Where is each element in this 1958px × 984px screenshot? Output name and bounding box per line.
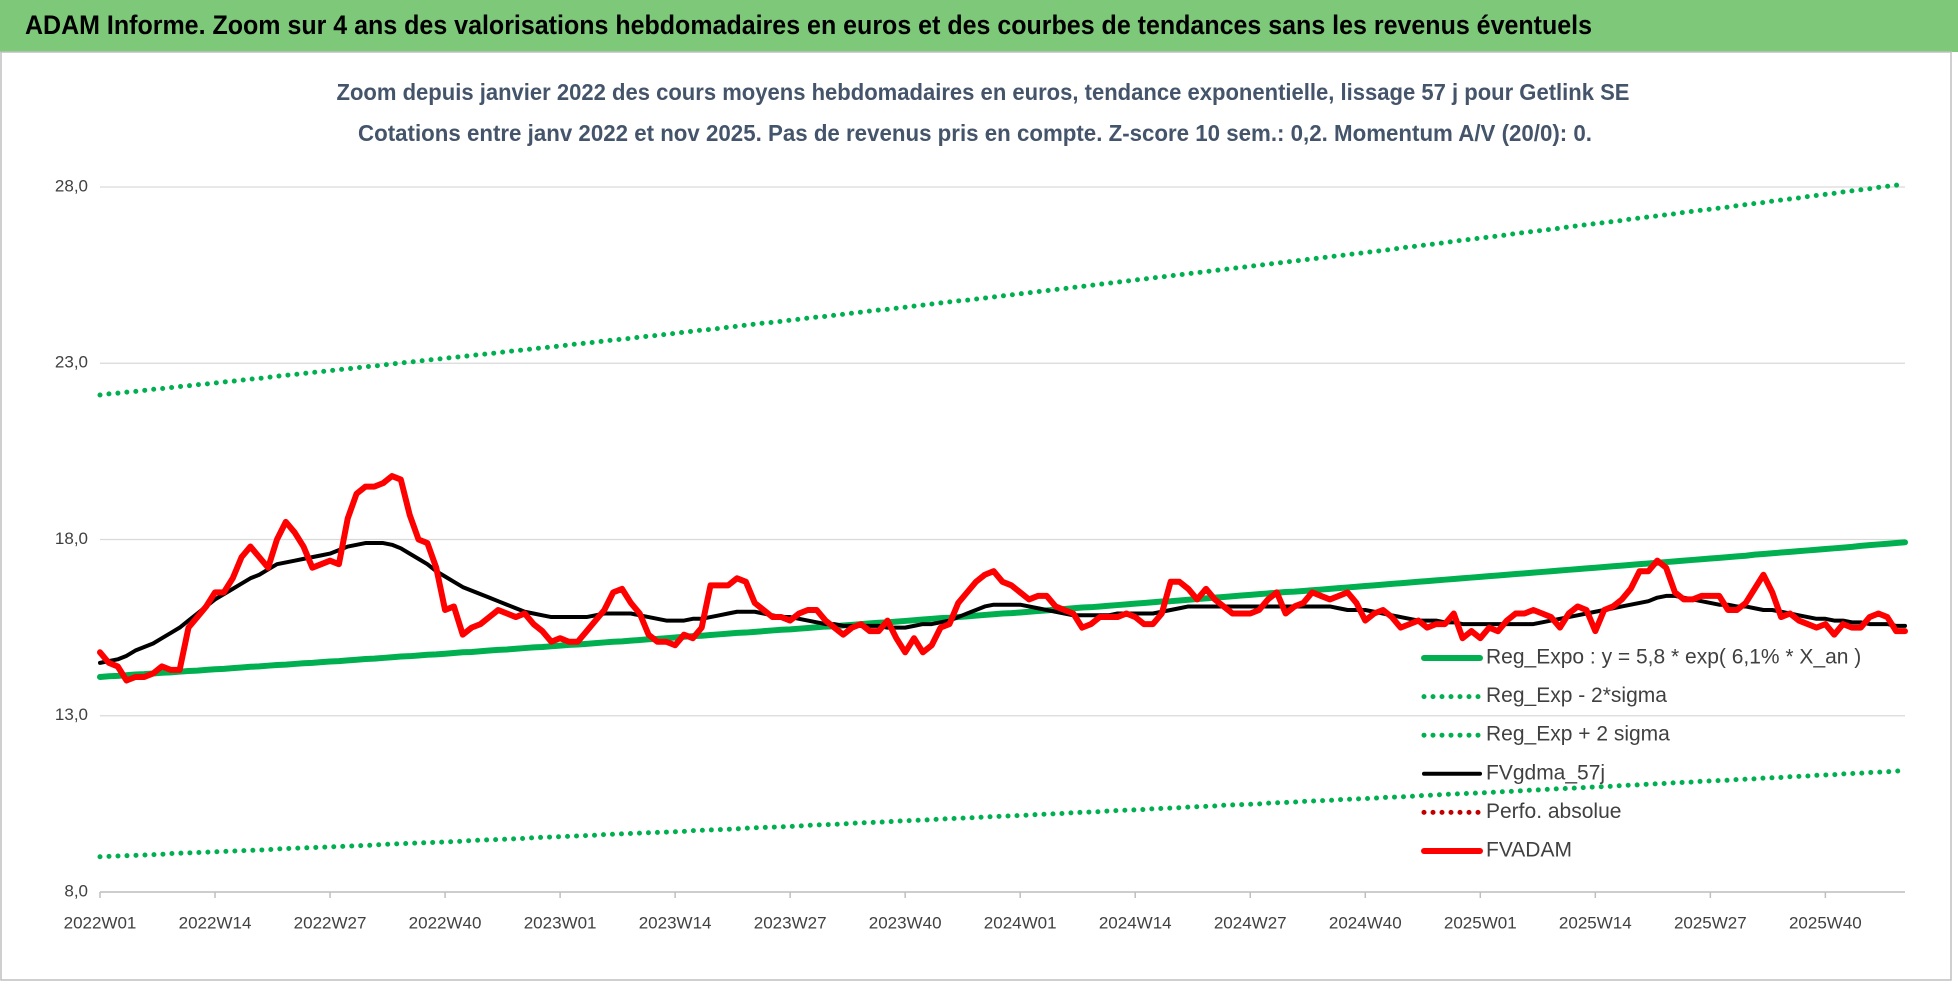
x-tick-label: 2025W01 — [1444, 913, 1517, 932]
legend-label: Reg_Exp - 2*sigma — [1486, 684, 1667, 707]
chart-subtitle: Cotations entre janv 2022 et nov 2025. P… — [358, 120, 1592, 146]
x-tick-label: 2025W40 — [1789, 913, 1862, 932]
y-tick-label: 28,0 — [55, 176, 88, 195]
y-tick-label: 18,0 — [55, 529, 88, 548]
x-tick-label: 2024W40 — [1329, 913, 1402, 932]
series-line — [97, 539, 1908, 680]
x-tick-label: 2022W27 — [294, 913, 367, 932]
x-tick-label: 2023W14 — [639, 913, 712, 932]
y-tick-label: 8,0 — [64, 881, 88, 900]
legend-label: Reg_Exp + 2 sigma — [1486, 723, 1670, 746]
legend-label: FVgdma_57j — [1486, 761, 1605, 784]
x-tick-label: 2023W40 — [869, 913, 942, 932]
x-tick-label: 2023W01 — [524, 913, 597, 932]
legend-label: Perfo. absolue — [1486, 800, 1621, 823]
x-tick-label: 2024W27 — [1214, 913, 1287, 932]
header-band — [0, 0, 1958, 52]
x-tick-label: 2022W40 — [409, 913, 482, 932]
y-tick-label: 23,0 — [55, 353, 88, 372]
legend-label: FVADAM — [1486, 839, 1572, 862]
series-line — [97, 181, 1908, 398]
series-line — [97, 473, 1908, 684]
x-tick-label: 2025W14 — [1559, 913, 1632, 932]
x-tick-label: 2024W14 — [1099, 913, 1172, 932]
y-tick-label: 13,0 — [55, 705, 88, 724]
x-tick-label: 2022W01 — [64, 913, 137, 932]
header-title: ADAM Informe. Zoom sur 4 ans des valoris… — [25, 10, 1592, 40]
x-tick-label: 2024W01 — [984, 913, 1057, 932]
x-tick-label: 2023W27 — [754, 913, 827, 932]
chart-title: Zoom depuis janvier 2022 des cours moyen… — [337, 79, 1630, 105]
legend-label: Reg_Expo : y = 5,8 * exp( 6,1% * X_an ) — [1486, 646, 1861, 669]
x-tick-label: 2022W14 — [179, 913, 252, 932]
x-tick-label: 2025W27 — [1674, 913, 1747, 932]
chart-frame — [0, 51, 1952, 981]
